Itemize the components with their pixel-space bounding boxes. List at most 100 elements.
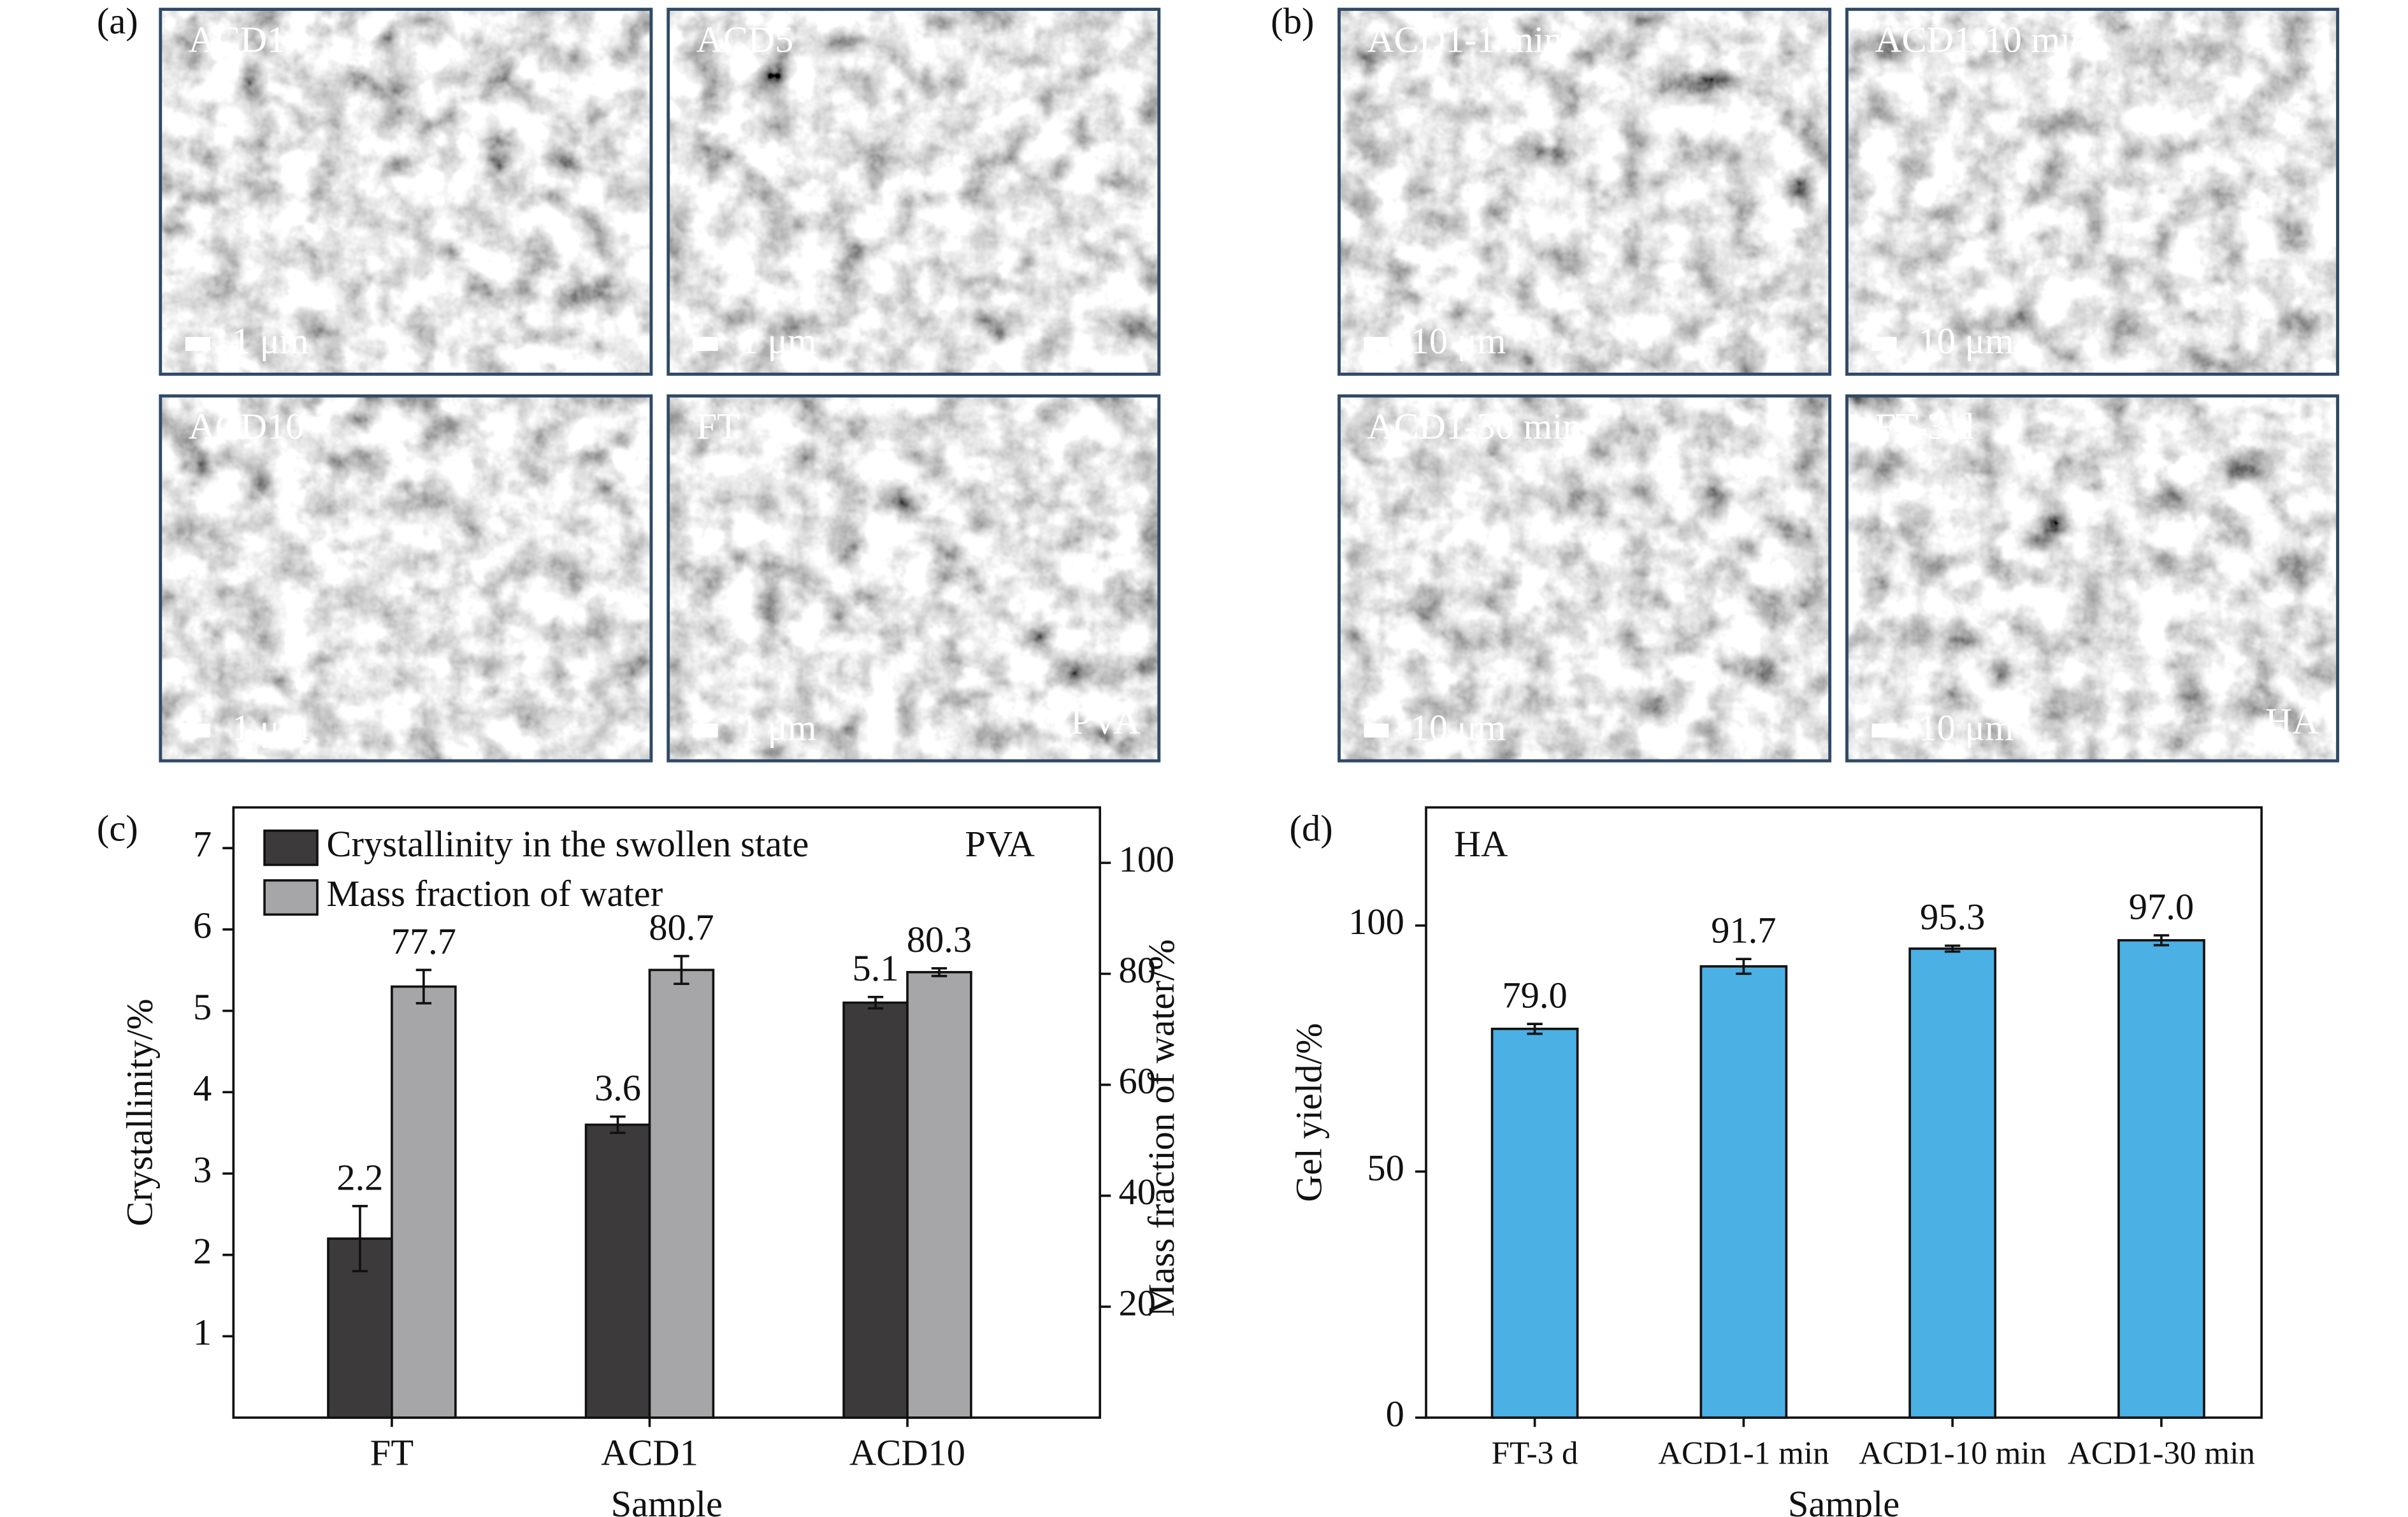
value-label: 79.0 — [1502, 975, 1567, 1016]
value-label: 97.0 — [2129, 886, 2194, 928]
image-label: FT-3 d — [1875, 405, 1973, 447]
x-tick-label: FT-3 d — [1492, 1435, 1578, 1472]
y2-tick-label: 60 — [1118, 1060, 1155, 1102]
x-tick-label: ACD1-10 min — [1859, 1435, 2046, 1472]
sem-image — [668, 9, 1159, 375]
scale-bar — [1364, 336, 1389, 351]
panel-label: (c) — [97, 808, 138, 849]
image-border — [1337, 8, 1832, 376]
sem-image — [1847, 9, 2338, 375]
image-label: ACD10 — [189, 405, 305, 447]
bar — [648, 968, 715, 1419]
error-bar — [2153, 934, 2170, 947]
scale-bar — [1364, 723, 1389, 738]
value-label: 95.3 — [1920, 896, 1985, 938]
scale-label: 1 μm — [740, 320, 817, 361]
error-bar — [1944, 944, 1961, 953]
scale-label: 1 μm — [232, 320, 309, 361]
y2-axis-label: Mass fraction of water/% — [1141, 939, 1182, 1317]
annotation: PVA — [965, 823, 1034, 865]
sem-image — [1847, 396, 2338, 761]
scale-bar — [185, 723, 210, 738]
material-label: PVA — [1071, 701, 1140, 742]
value-label: 80.3 — [907, 919, 972, 960]
x-tick-label: ACD1-30 min — [2068, 1435, 2255, 1472]
y-tick-label: 0 — [1386, 1393, 1404, 1434]
bar — [842, 1001, 909, 1419]
y-axis-label: Gel yield/% — [1288, 1023, 1330, 1202]
image-label: ACD1-30 min — [1367, 405, 1581, 447]
image-label: ACD1 — [189, 19, 286, 61]
scale-bar — [1871, 723, 1897, 738]
value-label: 80.7 — [649, 907, 714, 948]
scale-label: 10 μm — [1919, 707, 2014, 748]
error-bar — [610, 1115, 626, 1134]
value-label: 2.2 — [336, 1156, 383, 1198]
error-bar — [1527, 1023, 1543, 1035]
bar — [906, 971, 972, 1419]
legend-label: Crystallinity in the swollen state — [327, 823, 809, 865]
image-border — [1845, 8, 2339, 376]
image-border — [1337, 394, 1832, 763]
panel-label: (d) — [1290, 808, 1333, 849]
y-tick-label: 2 — [193, 1230, 212, 1272]
y2-tick-label: 100 — [1118, 838, 1174, 880]
y2-tick-label: 20 — [1118, 1282, 1155, 1323]
scale-bar — [185, 336, 210, 351]
error-bar — [1736, 958, 1752, 975]
image-label: ACD1-10 min — [1875, 19, 2089, 61]
bar — [391, 985, 457, 1419]
value-label: 91.7 — [1711, 910, 1776, 951]
annotation: HA — [1454, 823, 1508, 865]
sem-image — [1339, 396, 1830, 761]
sem-image — [1339, 9, 1830, 375]
y-tick-label: 3 — [193, 1149, 212, 1190]
plot-frame — [1425, 806, 2263, 1419]
y-tick-label: 5 — [193, 986, 212, 1028]
y2-tick-label: 80 — [1118, 949, 1155, 991]
x-tick-label: ACD10 — [849, 1432, 965, 1473]
y-tick-label: 100 — [1348, 901, 1404, 942]
value-label: 3.6 — [595, 1067, 641, 1109]
y-tick-label: 6 — [193, 905, 212, 946]
bar — [1908, 947, 1997, 1419]
bar — [1699, 965, 1788, 1419]
y-tick-label: 7 — [193, 824, 212, 865]
bar — [2117, 938, 2205, 1419]
scale-label: 1 μm — [740, 707, 817, 748]
image-border — [667, 8, 1161, 376]
scale-bar — [693, 723, 718, 738]
y2-tick-label: 40 — [1118, 1171, 1155, 1212]
error-bar — [674, 954, 689, 985]
y-axis-label: Crystallinity/% — [119, 998, 160, 1226]
value-label: 77.7 — [391, 921, 456, 962]
scale-label: 10 μm — [1411, 320, 1506, 361]
panel-label: (a) — [97, 0, 138, 41]
image-label: FT — [696, 405, 740, 447]
y-tick-label: 1 — [193, 1312, 212, 1353]
legend-swatch — [263, 879, 319, 916]
error-bar — [867, 995, 884, 1010]
scale-label: 10 μm — [1919, 320, 2014, 361]
error-bar — [931, 967, 948, 977]
panel-label: (b) — [1271, 0, 1314, 41]
scale-label: 1 μm — [232, 707, 309, 748]
bar — [1490, 1028, 1579, 1419]
y-tick-label: 50 — [1367, 1147, 1404, 1188]
sem-image — [668, 396, 1159, 761]
legend-label: Mass fraction of water — [327, 873, 663, 914]
legend-swatch — [263, 829, 319, 866]
scale-label: 10 μm — [1411, 707, 1506, 748]
image-border — [159, 394, 653, 763]
error-bar — [352, 1205, 368, 1272]
image-border — [1845, 394, 2339, 763]
bar — [584, 1123, 651, 1419]
x-tick-label: ACD1-1 min — [1658, 1435, 1829, 1472]
image-label: ACD1-1 min — [1367, 19, 1562, 61]
image-border — [159, 8, 653, 376]
x-tick-label: ACD1 — [601, 1432, 698, 1473]
sem-image — [160, 396, 651, 761]
material-label: HA — [2265, 701, 2319, 742]
scale-bar — [693, 336, 718, 351]
